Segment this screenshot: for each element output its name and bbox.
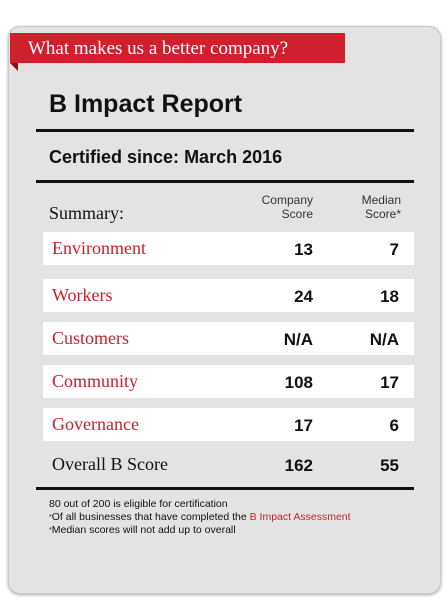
score-row-workers: Workers 24 18	[43, 279, 414, 312]
report-title: B Impact Report	[49, 90, 243, 118]
score-row-governance: Governance 17 6	[43, 408, 414, 441]
company-score: 24	[294, 287, 313, 306]
certified-date: March 2016	[184, 147, 283, 167]
score-row-overall: Overall B Score 162 55	[43, 448, 414, 481]
row-label[interactable]: Customers	[52, 328, 130, 348]
company-score: 17	[294, 416, 313, 435]
title-divider	[36, 129, 414, 132]
row-label[interactable]: Community	[52, 371, 139, 391]
median-score: 17	[380, 373, 399, 392]
footnotes: 80 out of 200 is eligible for certificat…	[49, 498, 409, 537]
row-label[interactable]: Environment	[52, 238, 146, 258]
median-score: 6	[389, 416, 399, 435]
eligibility-note: 80 out of 200 is eligible for certificat…	[49, 498, 228, 510]
company-score: N/A	[283, 330, 313, 349]
company-score-header: Company Score	[261, 193, 313, 221]
overall-label: Overall B Score	[52, 454, 168, 474]
footnote-median-sum: *Median scores will not add up to overal…	[49, 524, 236, 536]
b-impact-assessment-link[interactable]: B Impact Assessment	[249, 511, 351, 523]
company-score: 108	[284, 373, 313, 392]
median-score: 7	[389, 240, 399, 259]
ribbon-fold	[10, 63, 18, 71]
company-score: 13	[294, 240, 313, 259]
summary-label: Summary:	[49, 203, 124, 223]
table-bottom-divider	[36, 487, 414, 490]
score-row-environment: Environment 13 7	[43, 232, 414, 265]
row-label[interactable]: Workers	[52, 285, 113, 305]
score-row-community: Community 108 17	[43, 365, 414, 398]
row-label[interactable]: Governance	[52, 414, 139, 434]
banner-text: What makes us a better company?	[28, 38, 289, 59]
banner-ribbon	[10, 33, 345, 63]
median-score: 18	[380, 287, 399, 306]
score-row-customers: Customers N/A N/A	[43, 322, 414, 355]
median-score: N/A	[369, 330, 399, 349]
certified-label: Certified since:	[49, 147, 180, 167]
certified-divider	[36, 180, 414, 183]
median-score-header: Median Score*	[361, 193, 401, 221]
certified-since: Certified since: March 2016	[49, 147, 282, 168]
overall-median-score: 55	[380, 456, 399, 475]
footnote-median-definition: *Of all businesses that have completed t…	[49, 511, 351, 523]
overall-company-score: 162	[284, 456, 313, 475]
